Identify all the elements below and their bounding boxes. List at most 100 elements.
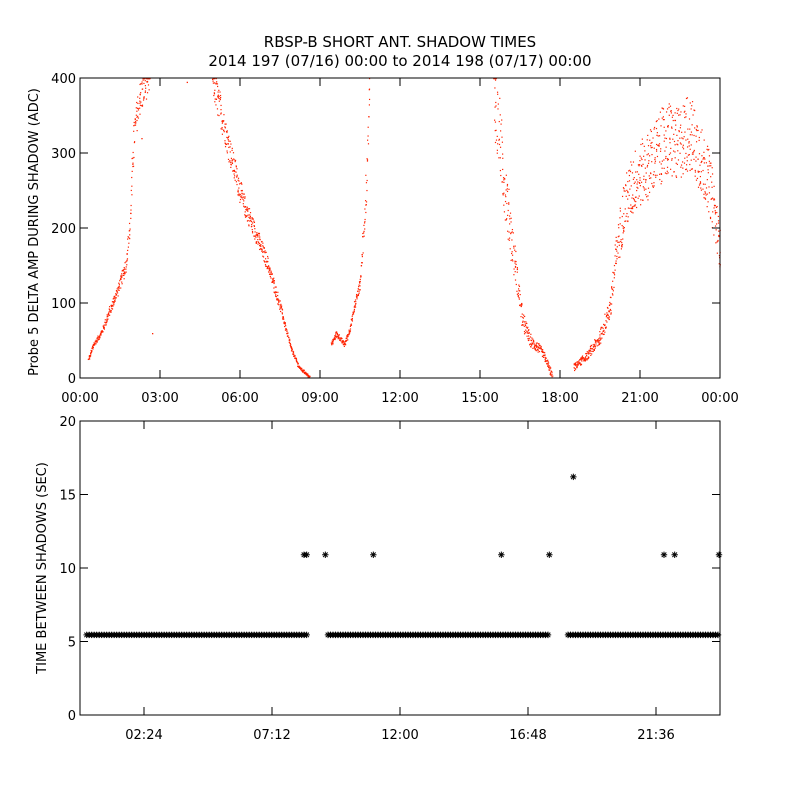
asterisk-point (715, 551, 723, 558)
data-point (275, 294, 277, 296)
top-x-tick-label: 06:00 (221, 391, 258, 406)
data-point (263, 251, 265, 253)
data-point (141, 105, 144, 107)
data-point (616, 258, 618, 260)
asterisk-point (671, 551, 678, 558)
data-point (680, 164, 683, 166)
data-point (262, 255, 264, 257)
data-point (118, 282, 120, 284)
data-point (92, 345, 94, 347)
data-point (360, 262, 363, 264)
data-point (511, 231, 513, 233)
data-point (549, 368, 551, 370)
data-point (535, 344, 537, 346)
data-point (340, 340, 342, 342)
data-point (531, 342, 533, 344)
data-point (677, 140, 679, 142)
data-point (639, 182, 641, 184)
data-point (597, 344, 600, 346)
data-point (716, 211, 718, 214)
data-point (678, 130, 680, 132)
data-point (653, 182, 655, 184)
data-point (545, 357, 547, 359)
data-point (663, 140, 665, 142)
data-point (128, 222, 131, 225)
data-point (661, 107, 663, 109)
data-point (544, 356, 546, 358)
data-point (241, 197, 243, 199)
data-point (115, 290, 118, 292)
data-point (144, 90, 147, 92)
data-point (531, 343, 533, 345)
data-point (614, 255, 616, 257)
data-point (108, 306, 111, 308)
data-point (145, 98, 148, 100)
data-point (699, 164, 701, 166)
data-point (255, 241, 257, 243)
data-point (589, 350, 591, 352)
data-point (660, 163, 662, 165)
data-point (273, 287, 275, 289)
data-point (103, 328, 105, 330)
data-point (520, 303, 523, 305)
data-point (355, 301, 357, 303)
data-point (697, 186, 700, 188)
data-point (239, 194, 242, 196)
data-point (354, 305, 356, 307)
data-point (521, 304, 523, 306)
data-point (222, 121, 224, 123)
data-point (524, 323, 526, 325)
data-point (671, 159, 673, 161)
data-point (701, 129, 703, 131)
data-point (656, 120, 658, 122)
data-point (506, 218, 508, 220)
data-point (494, 79, 497, 81)
data-point (236, 183, 238, 186)
data-point (685, 168, 687, 171)
data-point (694, 175, 696, 177)
data-point (220, 96, 222, 99)
data-point (659, 161, 661, 163)
data-point (695, 128, 697, 131)
data-point (603, 333, 605, 335)
data-point (704, 183, 706, 185)
data-point (353, 311, 355, 313)
data-point (598, 337, 600, 340)
data-point (592, 344, 594, 346)
data-point (526, 335, 528, 337)
data-point (124, 272, 126, 274)
data-point (233, 170, 235, 172)
data-point (261, 249, 263, 251)
data-point (506, 202, 508, 205)
data-point (708, 155, 711, 157)
data-point (365, 211, 367, 214)
data-point (287, 335, 289, 337)
data-point (522, 321, 524, 323)
data-point (216, 81, 218, 83)
data-point (691, 134, 693, 136)
data-point (339, 338, 341, 340)
data-point (529, 343, 531, 345)
data-point (644, 150, 646, 152)
data-point (253, 221, 256, 223)
data-point (604, 331, 606, 333)
data-point (519, 290, 521, 292)
data-point (534, 348, 537, 350)
data-point (264, 260, 266, 263)
data-point (510, 252, 513, 255)
data-point (271, 281, 274, 283)
data-point (267, 257, 269, 259)
data-point (643, 155, 645, 157)
data-point (221, 128, 223, 130)
data-point (221, 120, 223, 122)
data-point (509, 223, 511, 225)
data-point (576, 364, 578, 366)
data-point (363, 224, 365, 227)
data-point (139, 97, 141, 99)
data-point (366, 158, 368, 160)
data-point (600, 328, 602, 330)
data-point (629, 188, 631, 190)
data-point (586, 353, 588, 355)
data-point (632, 161, 635, 163)
data-point (244, 206, 247, 208)
